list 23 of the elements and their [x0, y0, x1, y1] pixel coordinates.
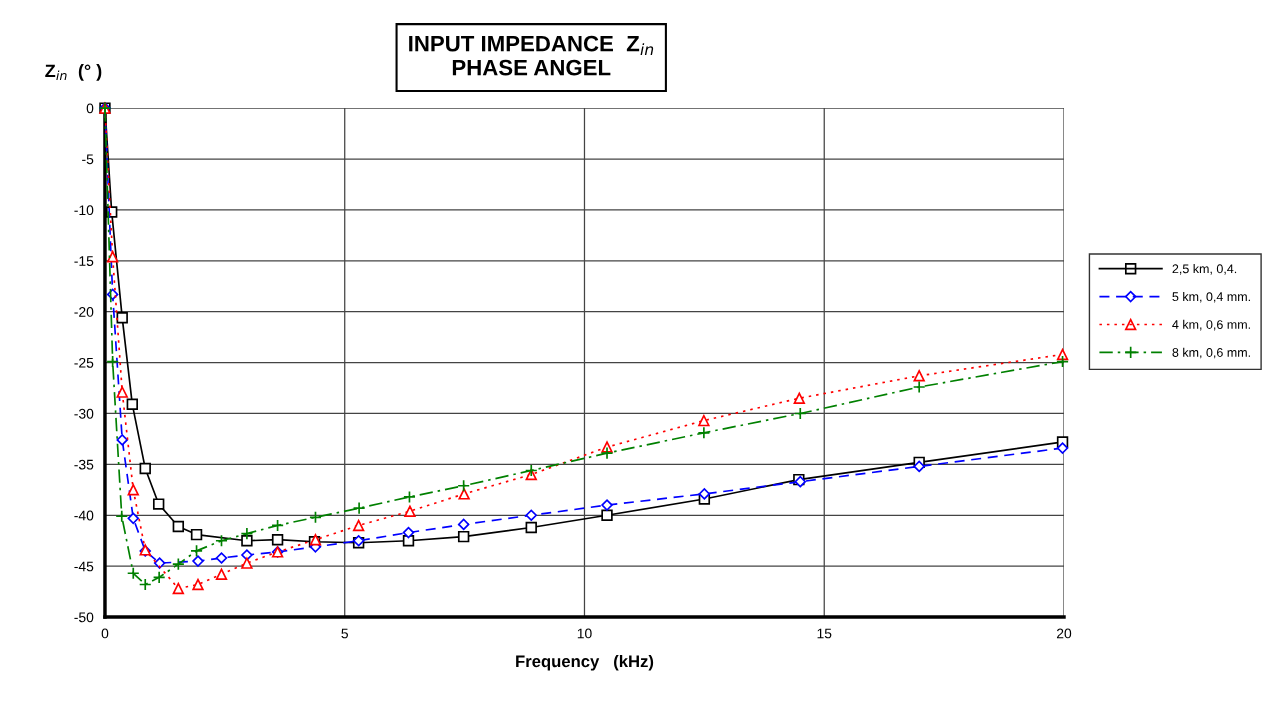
y-tick-label: -50 [74, 612, 94, 623]
y-tick-label: -40 [74, 510, 94, 521]
x-tick-label: 10 [577, 628, 592, 639]
y-axis-title: Z$_{in}$ (° ) [45, 64, 102, 81]
y-tick-label: -30 [74, 408, 94, 419]
x-tick-label: 20 [1056, 628, 1072, 639]
legend-label: 2,5 km, 0,4. [1172, 264, 1237, 275]
legend-label: 8 km, 0,6 mm. [1172, 347, 1250, 359]
x-tick-label: 5 [341, 628, 349, 639]
legend-label: 4 km, 0,6 mm. [1172, 319, 1250, 331]
legend-label: 5 km, 0,4 mm. [1172, 291, 1250, 303]
y-tick-label: -15 [74, 256, 94, 266]
y-tick-label: -35 [74, 459, 94, 470]
y-tick-label: 0 [86, 103, 94, 114]
y-tick-label: -5 [82, 154, 94, 165]
x-tick-label: 15 [817, 628, 832, 639]
y-tick-label: -25 [74, 357, 94, 368]
y-tick-label: -20 [74, 307, 94, 317]
x-tick-label: 0 [101, 628, 109, 639]
chart-title: INPUT IMPEDANCE Z$_{in}$ PHASE ANGEL [409, 35, 654, 76]
y-tick-label: -45 [74, 561, 94, 572]
x-axis-title: Frequency (kHz) [516, 655, 654, 671]
y-tick-label: -10 [74, 205, 94, 216]
